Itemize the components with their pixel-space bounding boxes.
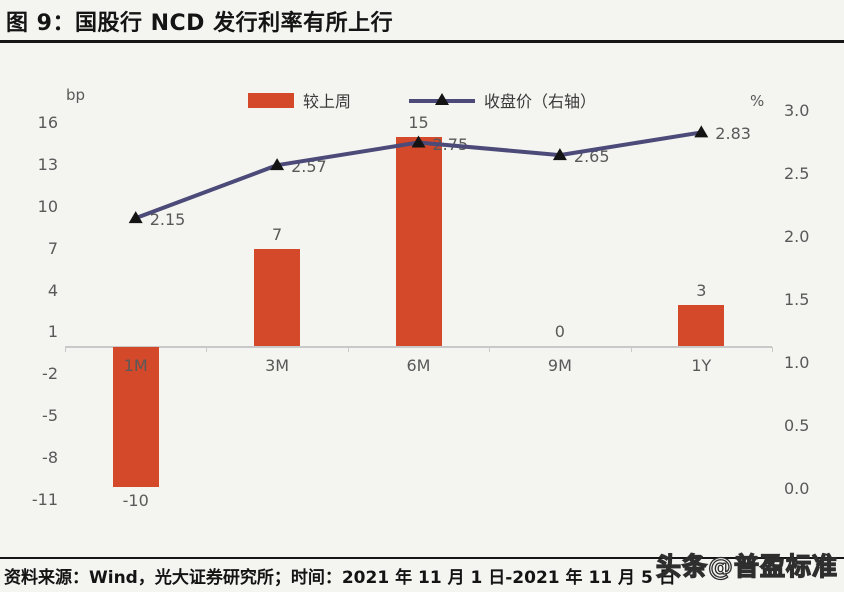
left-axis-tick-label: -2	[42, 364, 58, 384]
watermark: 头条@普盈标准	[655, 551, 838, 581]
bar-swatch-icon	[247, 92, 294, 108]
x-axis-tick	[206, 347, 208, 352]
bar-value-label: -10	[122, 491, 149, 511]
left-axis-tick-label: 7	[47, 238, 58, 258]
legend-item: 收盘价（右轴）	[409, 88, 596, 112]
left-axis-tick-label: -11	[31, 490, 58, 509]
bar	[254, 248, 301, 347]
x-axis-baseline	[65, 346, 772, 348]
footer-divider	[0, 557, 844, 559]
legend-label: 较上周	[302, 92, 351, 111]
category-label: 6M	[406, 356, 431, 375]
bar-value-label: 3	[696, 280, 707, 300]
line-point-label: 2.65	[573, 147, 610, 167]
right-axis-tick-label: 1.5	[784, 290, 810, 309]
line-point-label: 2.75	[432, 134, 469, 154]
triangle-marker-icon	[694, 125, 709, 138]
figure-title: 图 9：国股行 NCD 发行利率有所上行	[6, 11, 394, 36]
title-divider	[0, 40, 844, 43]
category-label: 1M	[123, 356, 148, 375]
left-axis-tick-label: 13	[37, 154, 58, 174]
bar	[112, 347, 159, 488]
category-label: 3M	[265, 356, 290, 375]
left-axis-tick-label: 16	[37, 113, 58, 132]
left-axis-unit-label: bp	[66, 86, 86, 104]
triangle-marker-icon	[552, 148, 567, 161]
x-axis-tick	[772, 347, 773, 352]
legend-label: 收盘价（右轴）	[484, 92, 597, 111]
left-axis-tick-label: -5	[42, 406, 58, 426]
x-axis-tick	[347, 347, 349, 352]
bar	[678, 304, 725, 347]
left-axis-tick-label: 10	[37, 196, 58, 216]
right-axis-tick-label: 0.5	[784, 416, 810, 435]
line-point-label: 2.57	[291, 157, 327, 177]
triangle-marker-icon	[128, 211, 143, 224]
category-label: 1Y	[691, 356, 712, 375]
line-marker-icon	[409, 93, 475, 107]
legend-item: 较上周	[247, 88, 351, 112]
triangle-marker-icon	[270, 158, 285, 171]
right-axis-tick-label: 2.0	[784, 227, 810, 246]
bar	[395, 136, 442, 347]
right-axis-tick-label: 2.5	[784, 164, 810, 183]
bar-value-label: 7	[272, 224, 283, 244]
left-axis-tick-label: 1	[47, 322, 58, 342]
x-axis-tick	[489, 347, 491, 352]
left-axis-tick-label: 4	[47, 280, 58, 300]
category-label: 9M	[547, 356, 572, 375]
right-axis-tick-label: 3.0	[784, 101, 810, 120]
right-axis-tick-label: 1.0	[784, 353, 810, 372]
chart-legend: 较上周 收盘价（右轴）	[0, 88, 844, 112]
line-point-label: 2.15	[149, 210, 186, 230]
left-axis-tick-label: -8	[42, 448, 58, 468]
x-axis-tick	[65, 347, 66, 352]
x-axis-tick	[630, 347, 632, 352]
line-point-label: 2.83	[715, 124, 751, 144]
source-note: 资料来源：Wind，光大证券研究所；时间：2021 年 11 月 1 日-202…	[4, 568, 676, 588]
bar-value-label: 15	[408, 112, 429, 132]
right-axis-unit-label: %	[750, 92, 765, 110]
right-axis-tick-label: 0.0	[784, 479, 810, 498]
bar-value-label: 0	[554, 322, 565, 342]
